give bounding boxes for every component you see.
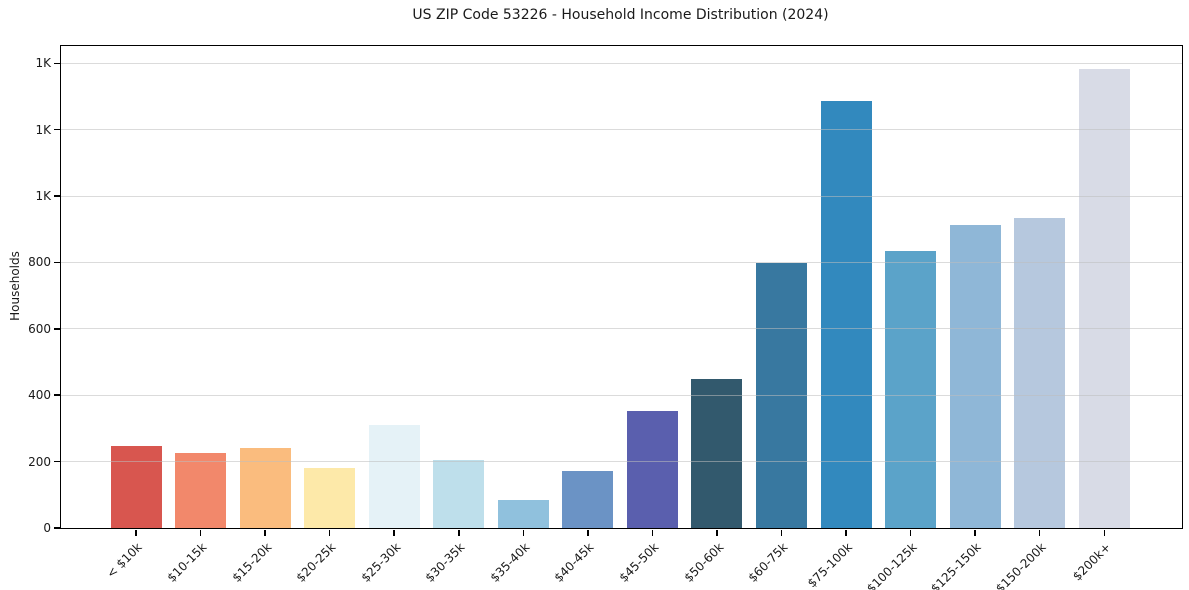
x-tick-label: $100-125k (863, 540, 920, 590)
bar-20-25k (304, 467, 356, 528)
x-tick-label: $45-50k (616, 540, 662, 585)
y-tick-label: 200 (28, 454, 51, 469)
x-tick-mark (1038, 529, 1041, 536)
x-tick-label: $150-200k (992, 540, 1049, 590)
bar-150-200k (1014, 218, 1066, 528)
bar-10k (110, 446, 162, 528)
x-tick-mark (780, 529, 783, 536)
x-tick-label: $60-75k (745, 540, 791, 585)
chart-title: US ZIP Code 53226 - Household Income Dis… (412, 7, 829, 23)
y-tick-label: 600 (28, 321, 51, 336)
gridline (61, 62, 1182, 64)
gridline (61, 195, 1182, 197)
y-tick-mark (53, 62, 60, 64)
y-tick-label: 1K (35, 122, 51, 137)
bar-25-30k (368, 425, 420, 528)
gridline (61, 129, 1182, 131)
gridline (61, 261, 1182, 263)
x-tick-label: $10-15k (164, 540, 210, 585)
gridline (61, 394, 1182, 396)
bar-125-150k (949, 224, 1001, 528)
bar-100-125k (885, 250, 937, 528)
x-tick-label: < $10k (104, 540, 145, 581)
x-tick-label: $200k+ (1069, 540, 1114, 584)
x-tick-mark (1103, 529, 1105, 536)
x-tick-mark (522, 529, 525, 536)
y-tick-mark (53, 527, 60, 529)
x-tick-mark (264, 529, 266, 536)
x-tick-mark (909, 529, 912, 536)
bar-30-35k (433, 459, 485, 528)
bar-40-45k (562, 471, 614, 528)
x-tick-mark (199, 529, 202, 536)
bar-45-50k (626, 411, 678, 528)
x-tick-mark (716, 529, 718, 536)
y-tick-mark (53, 394, 60, 396)
x-tick-label: $25-30k (358, 540, 404, 585)
x-tick-mark (845, 529, 847, 536)
x-tick-mark (393, 529, 395, 536)
gridline (61, 328, 1182, 330)
y-tick-label: 400 (28, 388, 51, 403)
x-tick-mark (974, 529, 976, 536)
x-tick-mark (651, 529, 654, 536)
x-tick-mark (135, 529, 137, 536)
plot-area: < $10k $10-15k $15-20k $20-25k $25-30k $30-35… (28, 45, 1183, 590)
x-tick-label: $20-25k (293, 540, 339, 585)
bar-60-75k (756, 263, 807, 528)
y-tick-label: 0 (43, 521, 51, 535)
y-tick-mark (53, 328, 60, 330)
y-tick-label: 1K (35, 56, 51, 71)
x-tick-label: $125-150k (928, 540, 985, 590)
x-tick-label: $35-40k (487, 540, 533, 585)
bar-75-100k (820, 100, 872, 528)
y-tick-label: 800 (28, 255, 51, 270)
bar-35-40k (497, 499, 549, 528)
x-tick-label: $50-60k (680, 540, 726, 585)
y-tick-mark (53, 195, 60, 197)
bar-10-15k (175, 453, 227, 528)
y-tick-mark (53, 261, 60, 264)
x-tick-label: $40-45k (551, 540, 597, 585)
x-tick-mark (328, 529, 331, 536)
bar-50-60k (691, 379, 743, 528)
y-tick-label: 1K (35, 189, 51, 204)
x-tick-mark (587, 529, 589, 536)
y-tick-mark (53, 128, 60, 131)
y-tick-mark (53, 460, 60, 463)
bar-200k (1078, 69, 1130, 528)
x-tick-label: $75-100k (804, 540, 855, 590)
x-tick-label: $30-35k (422, 540, 468, 585)
x-tick-label: $15-20k (229, 540, 275, 585)
bar-15-20k (239, 448, 291, 528)
x-tick-mark (458, 529, 460, 536)
gridline (61, 461, 1182, 463)
